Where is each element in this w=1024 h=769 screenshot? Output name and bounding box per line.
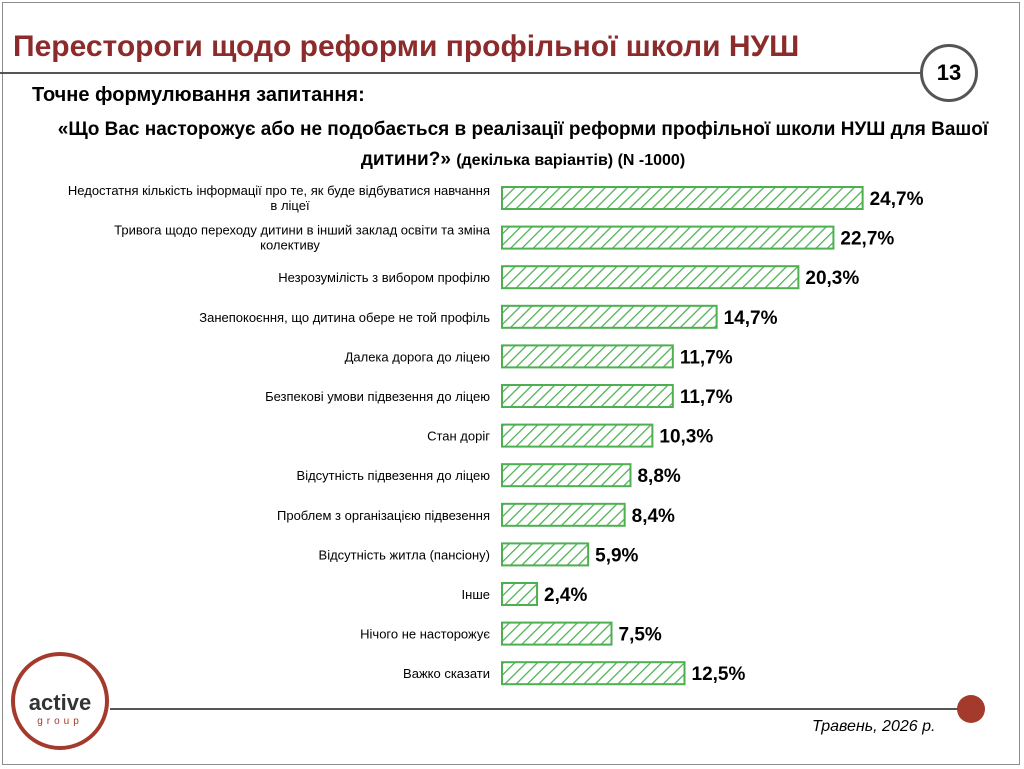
bar-value-label: 11,7% (680, 387, 733, 408)
category-label: Далека дорога до ліцею (345, 349, 491, 364)
bar (501, 384, 674, 408)
bar-value-label: 20,3% (805, 268, 859, 289)
bar-value-label: 5,9% (595, 545, 638, 566)
survey-date: Травень, 2026 р. (812, 718, 936, 735)
bar-value-label: 8,8% (637, 466, 680, 487)
bar (501, 542, 590, 567)
footer-divider (110, 708, 970, 710)
bar (501, 582, 539, 606)
category-label: Відсутність підвезення до ліцею (297, 468, 491, 483)
bar (501, 502, 626, 527)
bar-value-label: 12,5% (692, 664, 746, 685)
category-label: Відсутність житла (пансіону) (319, 547, 490, 562)
category-label: Важко сказати (403, 666, 490, 681)
bar (501, 621, 613, 646)
page-number-badge: 13 (920, 44, 978, 102)
bar-value-label: 24,7% (870, 189, 924, 210)
bar-value-label: 7,5% (619, 625, 662, 646)
bar-value-label: 14,7% (724, 308, 778, 329)
question-body: «Що Вас насторожує або не подобається в … (57, 119, 989, 170)
bar (501, 344, 674, 369)
page-title: Перестороги щодо реформи профільної школ… (13, 30, 800, 63)
bar-value-label: 22,7% (840, 229, 894, 250)
category-label: Занепокоєння, що дитина обере не той про… (199, 310, 490, 325)
bar (501, 265, 800, 290)
bar (501, 304, 718, 329)
bar-value-label: 10,3% (659, 427, 713, 448)
bar (501, 423, 654, 448)
category-label: Незрозумілість з вибором профілю (278, 270, 490, 285)
logo-subtext: group (37, 716, 83, 727)
bar (501, 661, 686, 686)
category-label: Безпекові умови підвезення до ліцею (265, 389, 490, 404)
category-label: Тривога щодо переходу дитини в інший зак… (114, 223, 491, 253)
page-number: 13 (936, 60, 962, 85)
category-label: Проблем з організацією підвезення (277, 508, 490, 523)
footer-dot (957, 695, 985, 723)
bar-value-label: 2,4% (544, 585, 587, 606)
question-heading: Точне формулювання запитання: (32, 84, 365, 106)
bar-value-label: 11,7% (680, 347, 733, 368)
logo-wordmark: active (28, 690, 92, 715)
bar-value-label: 8,4% (632, 506, 675, 527)
category-label: Стан доріг (427, 429, 490, 444)
header-divider (0, 72, 928, 74)
bar (501, 225, 835, 250)
category-label: Нічого не насторожує (360, 627, 490, 642)
category-label: Недостатня кількість інформації про те, … (68, 183, 490, 213)
bar (501, 463, 632, 488)
question-text: «Що Вас насторожує або не подобається в … (28, 115, 1018, 176)
question-note: (декілька варіантів) (N -1000) (456, 152, 686, 169)
company-logo: active group (11, 652, 109, 750)
bar (501, 186, 864, 210)
category-label: Інше (462, 587, 490, 602)
